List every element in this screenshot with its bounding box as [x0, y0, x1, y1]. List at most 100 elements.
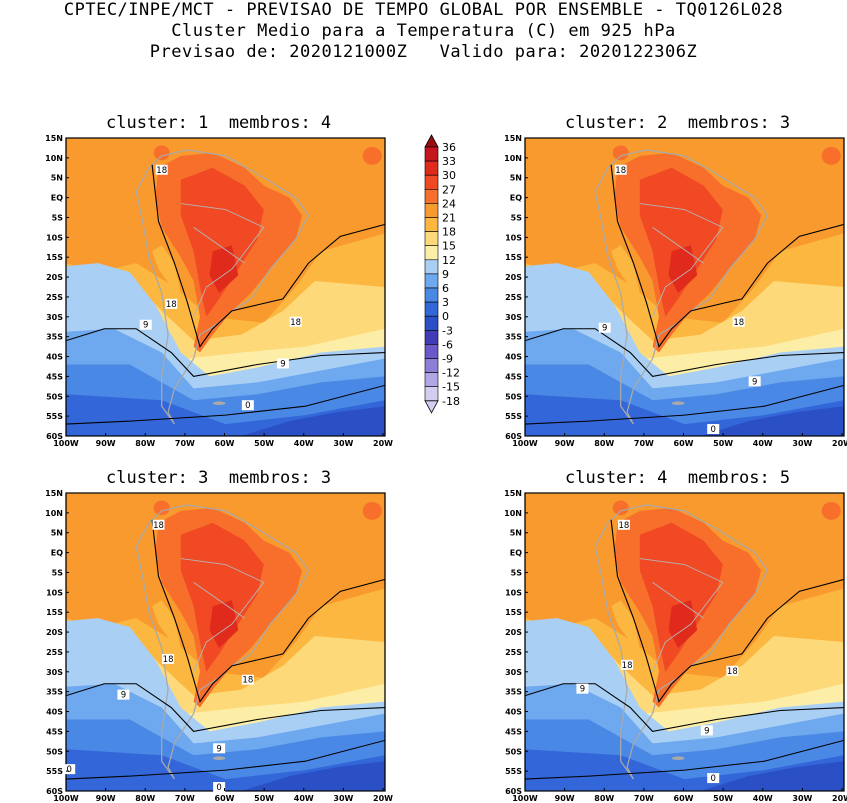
lat-tick-label: 30S [46, 668, 63, 677]
contour-0 [525, 739, 844, 780]
falklands [671, 401, 685, 406]
contour-label-bg [289, 316, 302, 327]
contour-label-bg [621, 659, 634, 670]
colorbar-label: 30 [442, 169, 456, 182]
border [639, 203, 724, 317]
field-blob [153, 500, 170, 516]
coastline [594, 504, 769, 780]
field-andes-cool [152, 245, 181, 293]
field-27 [639, 522, 723, 672]
falklands [671, 756, 685, 761]
lat-tick-label: 10S [505, 233, 522, 242]
colorbar-label: 6 [442, 282, 449, 295]
colorbar-label: -9 [442, 353, 453, 366]
colorbar-swatch [424, 329, 439, 345]
colorbar-label: 18 [442, 226, 456, 239]
field-30 [668, 245, 698, 293]
lat-tick-label: 40S [505, 708, 522, 717]
lon-tick-label: 30W [333, 439, 353, 448]
lon-tick-label: 50W [713, 439, 733, 448]
lat-tick-label: 50S [505, 747, 522, 756]
map-panel-4 [524, 492, 845, 792]
lon-tick-label: 40W [294, 439, 314, 448]
colorbar-label: 27 [442, 183, 456, 196]
lat-tick-label: 5N [51, 529, 63, 538]
lon-tick-label: 60W [674, 794, 694, 803]
contour-label-bg [700, 725, 713, 736]
contour-label: 18 [290, 318, 301, 328]
lat-tick-label: 50S [46, 747, 63, 756]
lon-tick-label: 90W [96, 439, 116, 448]
contour-9 [66, 328, 385, 377]
field-blob [821, 146, 841, 165]
field-minus3 [241, 406, 385, 436]
lat-tick-label: EQ [51, 194, 63, 203]
border [180, 558, 265, 672]
contour-label: 18 [153, 521, 164, 531]
contour-18 [151, 164, 385, 348]
lat-tick-label: 55S [46, 767, 63, 776]
lat-tick-label: 45S [46, 727, 63, 736]
lat-tick-label: 20S [505, 628, 522, 637]
colorbar-label: 15 [442, 240, 456, 253]
lon-tick-label: 60W [215, 794, 235, 803]
contour-label: 18 [622, 661, 633, 671]
contour-label-bg [139, 319, 152, 330]
lon-tick-label: 20W [832, 439, 847, 448]
lat-tick-label: 5S [511, 213, 523, 222]
contour-18 [610, 519, 844, 703]
lat-tick-label: 35S [46, 333, 63, 342]
colorbar-label: -12 [442, 367, 460, 380]
lon-tick-label: 30W [333, 794, 353, 803]
field-blob [362, 501, 382, 520]
lon-tick-label: 70W [634, 794, 654, 803]
lon-tick-label: 50W [254, 794, 274, 803]
lon-tick-label: 20W [832, 794, 847, 803]
colorbar-top-arrow [424, 134, 439, 148]
contour-label: 18 [733, 318, 744, 328]
field-andes-cool [611, 600, 640, 648]
lat-tick-label: 35S [46, 688, 63, 697]
colorbar-bottom-arrow [424, 400, 439, 414]
colorbar-swatch [424, 203, 439, 218]
map-panel-2 [524, 137, 845, 437]
lat-tick-label: 55S [505, 412, 522, 421]
contour-label-bg [241, 674, 254, 685]
lat-tick-label: 15N [45, 134, 63, 143]
colorbar-label: -15 [442, 381, 460, 394]
lat-tick-label: 40S [505, 353, 522, 362]
colorbar-label: -6 [442, 338, 453, 351]
lon-tick-label: 40W [753, 439, 773, 448]
field-27 [180, 167, 264, 317]
colorbar-swatch [424, 344, 439, 359]
map-panel-3 [65, 492, 386, 792]
lat-tick-label: 10S [505, 588, 522, 597]
contour-label: 9 [280, 359, 285, 369]
lat-tick-label: 30S [505, 313, 522, 322]
field-minus3 [241, 761, 385, 791]
falklands [212, 401, 226, 406]
lon-tick-label: 100W [53, 794, 79, 803]
lon-tick-label: 40W [753, 794, 773, 803]
lat-tick-label: 10S [46, 233, 63, 242]
contour-label-bg [617, 519, 630, 530]
lat-tick-label: 15S [46, 608, 63, 617]
lon-tick-label: 40W [294, 794, 314, 803]
field-blob [821, 501, 841, 520]
colorbar-swatch [424, 287, 439, 303]
panel-1-title: cluster: 1 membros: 4 [106, 113, 332, 133]
lat-tick-label: 30S [46, 313, 63, 322]
border [180, 203, 265, 317]
lon-tick-label: 80W [135, 794, 155, 803]
colorbar-label: 0 [442, 310, 449, 323]
lat-tick-label: 45S [505, 727, 522, 736]
contour-0 [66, 739, 385, 780]
lat-tick-label: 55S [505, 767, 522, 776]
contour-label-bg [707, 773, 720, 784]
contour-label-bg [152, 519, 165, 530]
field-30 [209, 245, 239, 293]
contour-label: 18 [166, 300, 177, 310]
lat-tick-label: 60S [46, 432, 63, 441]
